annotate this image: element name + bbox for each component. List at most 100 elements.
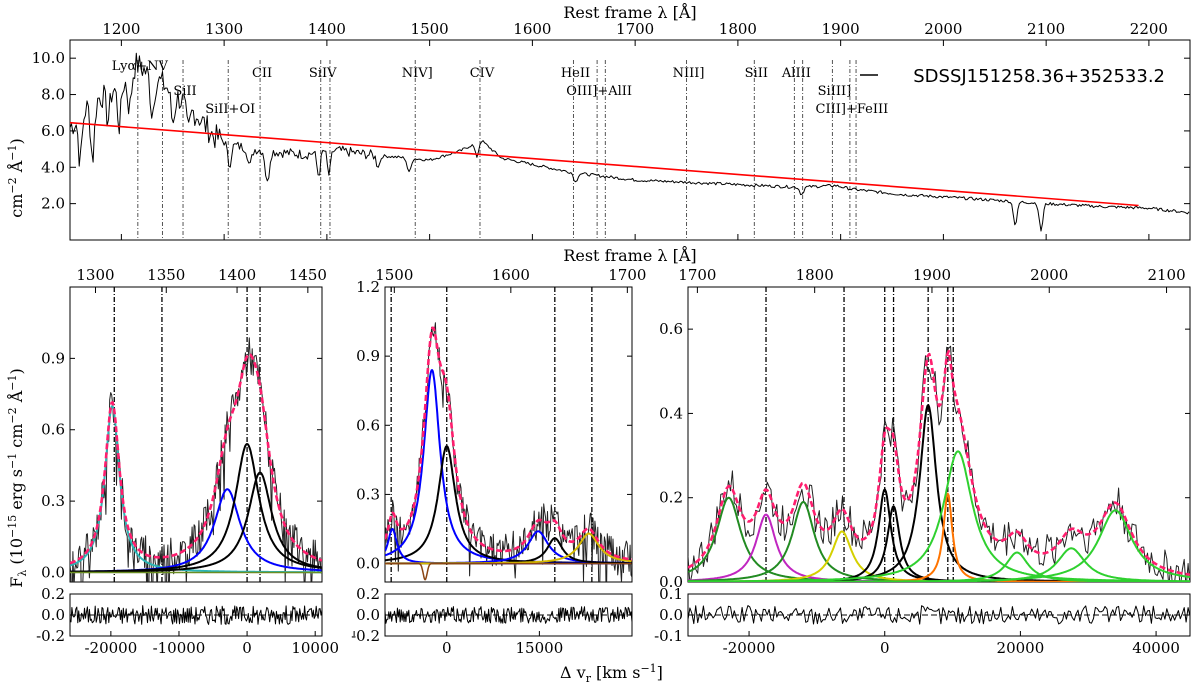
top-ytick-label: 8.0: [41, 86, 65, 104]
panel-ytick-label: 0.3: [356, 485, 380, 503]
fit-component: [70, 471, 322, 573]
top-xtick-label: 1400: [308, 20, 346, 38]
panel-top-xtick-label: 1700: [608, 266, 646, 284]
total-model-fit: [70, 352, 322, 565]
line-marker-label: HeII: [561, 66, 590, 81]
panel-top-xtick-label: 1600: [492, 266, 530, 284]
continuum-fit-line: [69, 121, 1139, 207]
top-xtick-label: 1500: [411, 20, 449, 38]
top-xtick-label: 2100: [1027, 20, 1065, 38]
line-marker-label: NIII]: [673, 66, 705, 81]
top-axis-title: Rest frame λ [Å]: [563, 2, 696, 22]
line-marker-label: CIII]+FeIII: [816, 102, 889, 117]
line-marker-label: SiIII]: [818, 84, 852, 99]
top-xtick-label: 1800: [719, 20, 757, 38]
residual-ytick-label: -0.2: [351, 627, 380, 645]
flux-axis-label: Fλ (10−15 erg s−1 cm−2 Å−1): [6, 368, 29, 588]
panel-top-xtick-label: 2000: [1030, 266, 1068, 284]
panel-top-xtick-label: 2100: [1147, 266, 1185, 284]
line-marker-label: CIV: [470, 66, 495, 81]
velocity-xtick-label: 10000: [291, 639, 339, 657]
velocity-xtick-label: 0: [442, 639, 452, 657]
panel-ytick-label: 0.6: [659, 320, 683, 338]
bottom-right-panel: 1700 1800 1900 2000 21000.00.20.40.6-0.10.00…: [654, 266, 1191, 657]
line-marker-label: SiIV: [309, 66, 337, 81]
panel-ytick-label: 0.6: [356, 416, 380, 434]
panel-ytick-label: 0.0: [356, 555, 380, 573]
panel-top-xtick-label: 1350: [147, 266, 185, 284]
residual-line: [687, 605, 1191, 625]
middle-axis-title: Rest frame λ [Å]: [563, 245, 696, 265]
top-xtick-label: 2000: [924, 20, 962, 38]
velocity-xtick-label: -20000: [723, 639, 776, 657]
line-marker-label: Lyα+NV: [112, 59, 169, 74]
residual-ytick-label: 0.1: [659, 585, 683, 603]
residual-ytick-label: 0.2: [356, 585, 380, 603]
velocity-xtick-label: 15000: [516, 639, 564, 657]
panel-top-xtick-label: 1300: [76, 266, 114, 284]
velocity-xtick-label: -20000: [84, 639, 137, 657]
line-marker-label: AlIII: [781, 66, 811, 81]
top-ytick-label: 2.0: [41, 195, 65, 213]
panel-frame: [687, 286, 1191, 583]
panel-ytick-label: 0.3: [41, 492, 65, 510]
line-marker-label: SiII: [173, 84, 196, 99]
panel-ytick-label: 0.4: [659, 404, 683, 422]
bottom-middle-panel: 1500 1600 1700 0.0 0.3 0.6 0.9 1.2 -0.2 0.0 0.2 0 15…: [351, 266, 646, 657]
panel-ytick-label: 1.2: [356, 278, 380, 296]
residual-ytick-label: -0.1: [654, 627, 683, 645]
bottom-left-panel: 1300 1350 1400 1450 0.0 0.3 0.6 0.9 -0.2 0.0 0.2 -2…: [36, 266, 339, 657]
spectrum-line: [70, 52, 1190, 232]
observed-spectrum: [688, 345, 1190, 582]
flux-axis-label-continued: cm−2 Å−1): [6, 138, 26, 217]
panel-ytick-label: 0.0: [41, 563, 65, 581]
residual-ytick-label: -0.2: [36, 627, 65, 645]
panel-frame: [69, 286, 323, 583]
residual-line: [69, 605, 323, 625]
panel-ytick-label: 0.6: [41, 421, 65, 439]
velocity-xtick-label: 20000: [997, 639, 1045, 657]
line-marker-label: SiII: [745, 66, 768, 81]
top-xtick-label: 1300: [205, 20, 243, 38]
velocity-xtick-label: 0: [880, 639, 890, 657]
top-xtick-label: 1600: [513, 20, 551, 38]
legend-label: SDSSJ151258.36+352533.2: [913, 66, 1165, 87]
residual-ytick-label: 0.0: [356, 606, 380, 624]
panel-top-xtick-label: 1500: [375, 266, 413, 284]
panel-top-xtick-label: 1800: [796, 266, 834, 284]
top-xtick-label: 1200: [102, 20, 140, 38]
top-ytick-label: 4.0: [41, 158, 65, 176]
top-xtick-label: 1900: [822, 20, 860, 38]
residual-ytick-label: 0.0: [659, 606, 683, 624]
velocity-xtick-label: 0: [242, 639, 252, 657]
total-model-fit: [385, 326, 632, 561]
top-ytick-label: 6.0: [41, 122, 65, 140]
fit-component: [688, 509, 1190, 582]
panel-top-xtick-label: 1900: [913, 266, 951, 284]
panel-frame: [384, 286, 633, 583]
top-panel: 1200 1300 1400 1500 1600 1700 1800 1900 2000 2100…: [32, 20, 1191, 241]
panel-top-xtick-label: 1700: [678, 266, 716, 284]
panel-top-xtick-label: 1450: [289, 266, 327, 284]
line-marker-label: NIV]: [402, 66, 433, 81]
panel-ytick-label: 0.9: [356, 347, 380, 365]
top-xtick-label: 2200: [1130, 20, 1168, 38]
panel-ytick-label: 0.2: [659, 489, 683, 507]
velocity-xtick-label: 40000: [1132, 639, 1180, 657]
narrow-absorption-component: [384, 562, 632, 581]
line-marker-label: OIII]+AlII: [566, 84, 632, 99]
line-marker-label: SiII+OI: [205, 102, 255, 117]
residual-ytick-label: 0.0: [41, 606, 65, 624]
top-ytick-label: 10.0: [32, 49, 65, 67]
velocity-xtick-label: -10000: [153, 639, 206, 657]
panel-top-xtick-label: 1400: [218, 266, 256, 284]
panel-ytick-label: 0.9: [41, 349, 65, 367]
residual-line: [384, 606, 633, 624]
line-marker-label: CII: [252, 66, 272, 81]
bottom-axis-title: Δ vr [km s−1]: [560, 662, 663, 685]
top-frame: [69, 39, 1191, 241]
residual-ytick-label: 0.2: [41, 585, 65, 603]
top-xtick-label: 1700: [616, 20, 654, 38]
panel-ytick-label: 0.0: [659, 573, 683, 591]
